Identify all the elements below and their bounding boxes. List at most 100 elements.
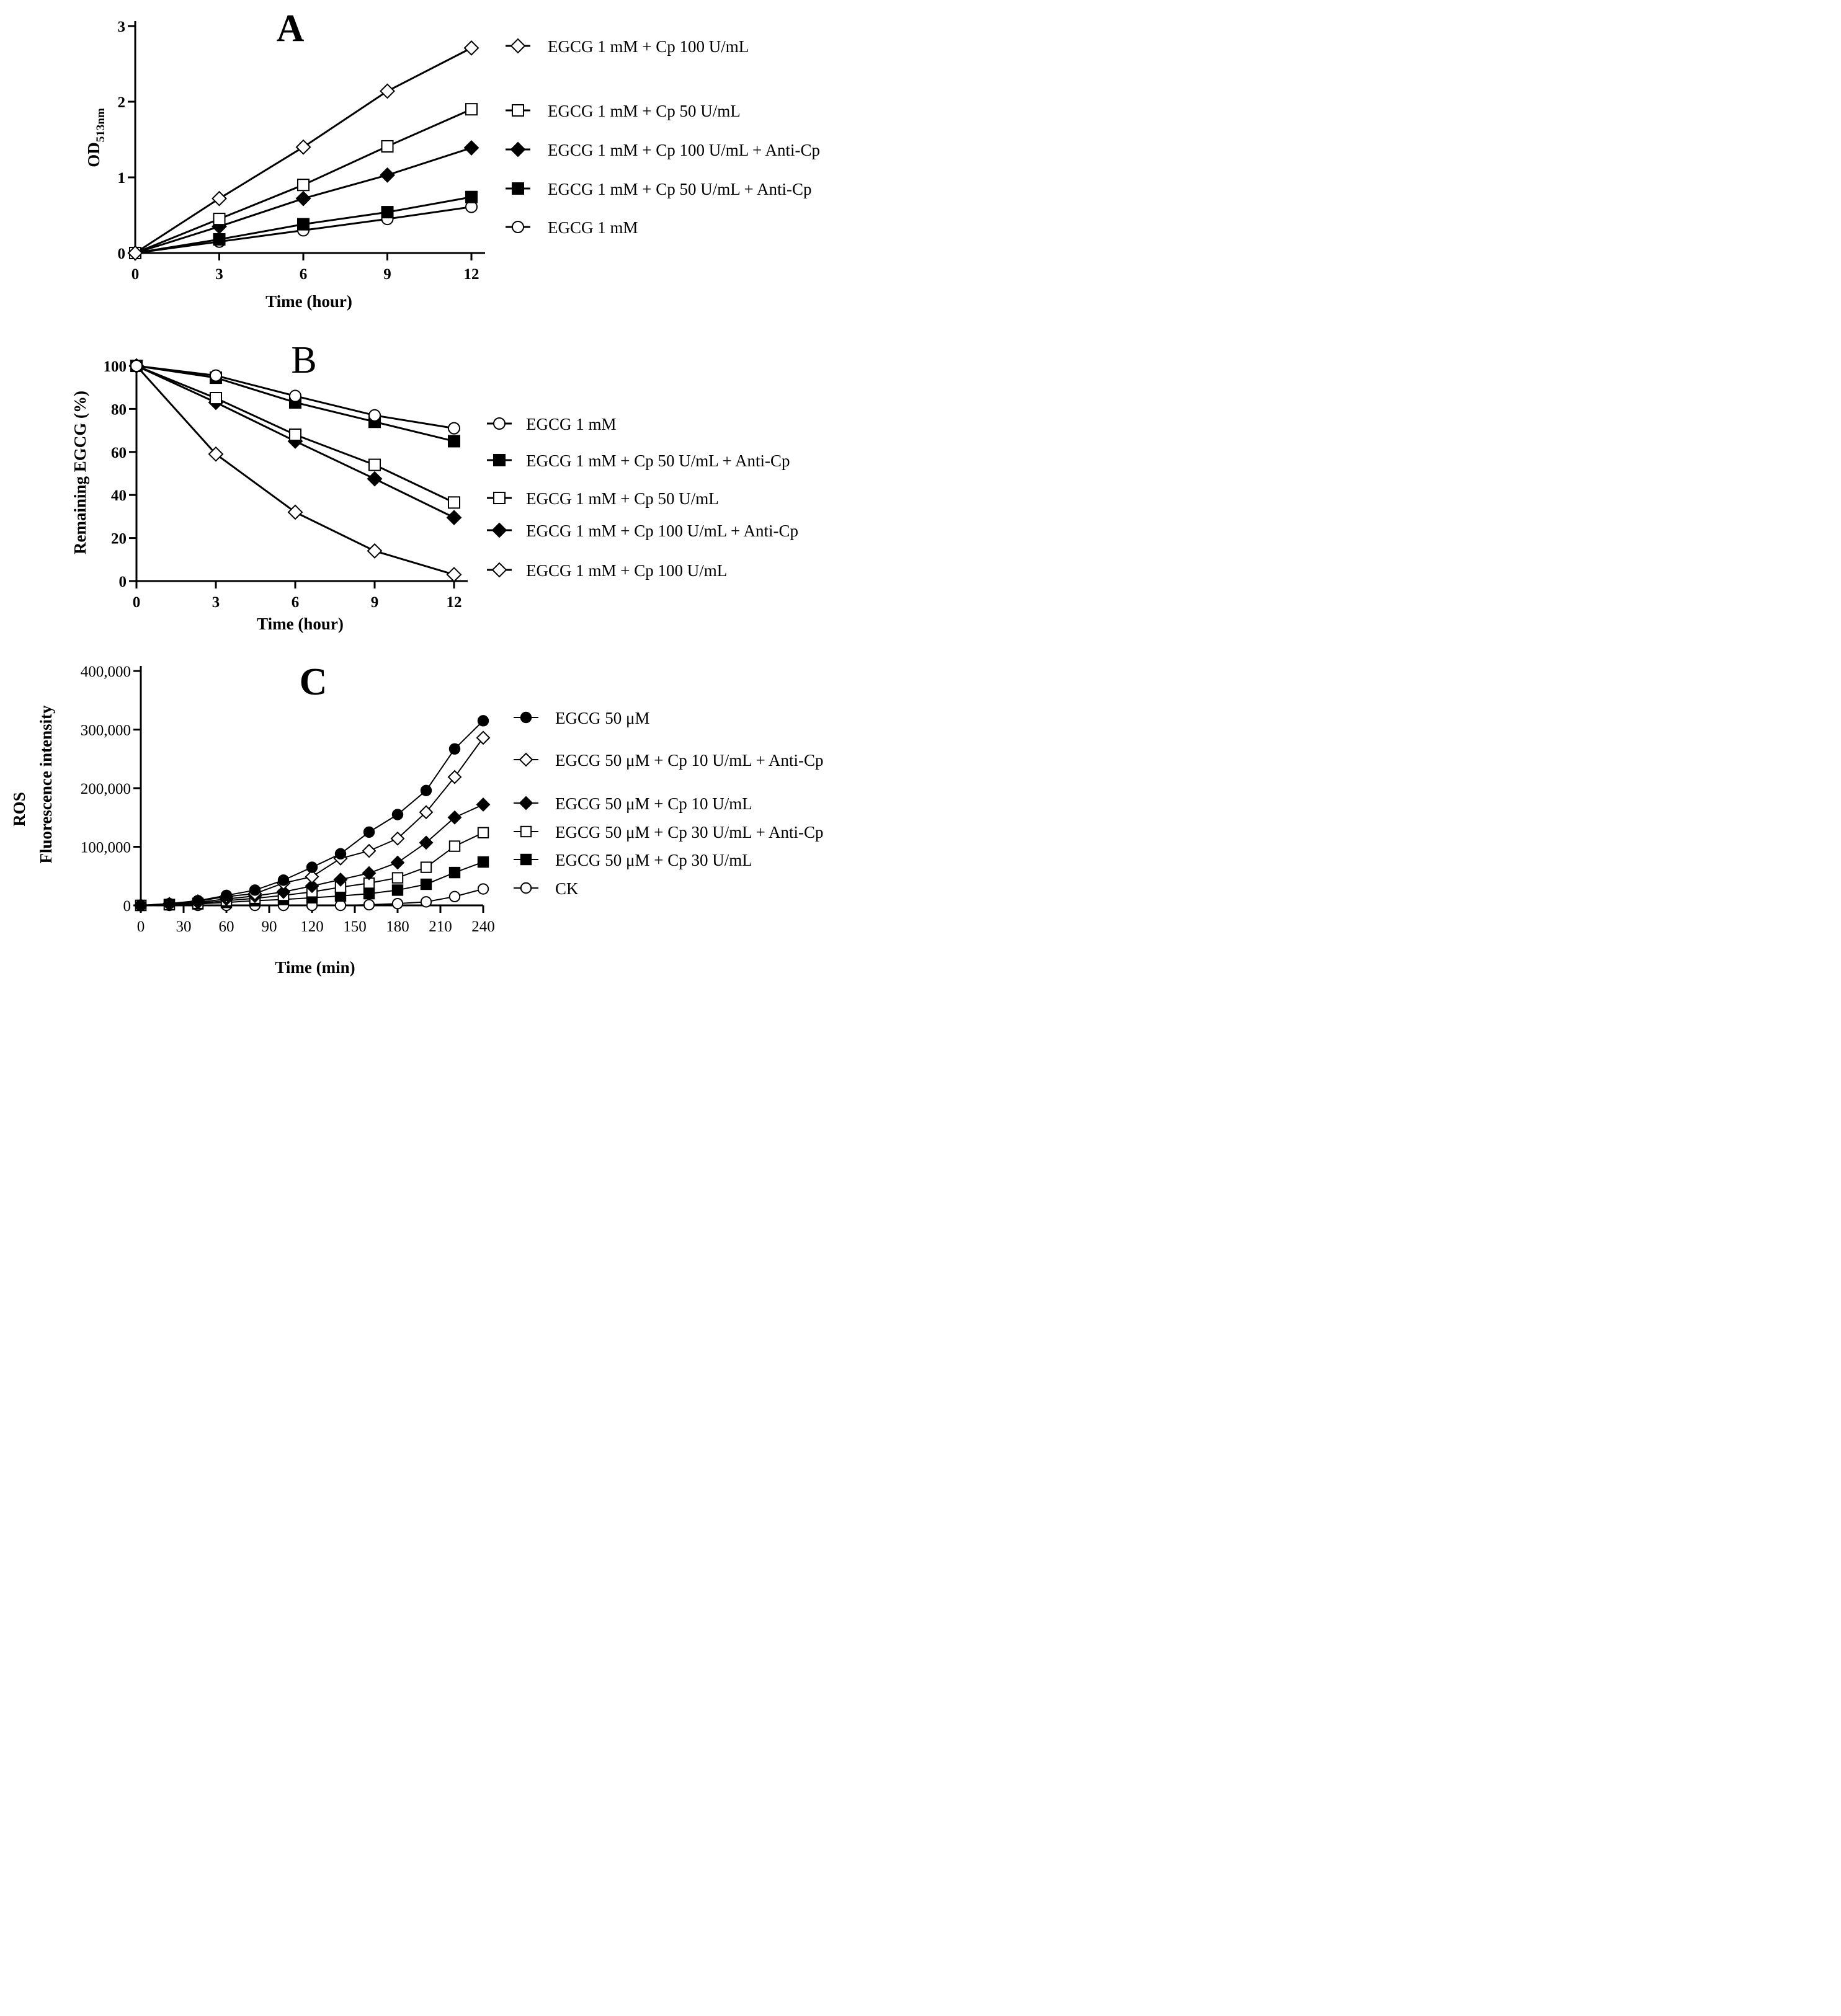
panel-c-y-axis-title-line1: ROS: [10, 792, 29, 827]
panel-a-data-point-s3: [465, 190, 478, 203]
panel-c-data-point-s5: [363, 899, 375, 911]
panel-a-legend-swatch-marker: [511, 182, 525, 195]
panel-b-legend-item-2: EGCG 1 mM + Cp 50 U/mL: [487, 489, 719, 508]
panel-b-y-tick-label: 60: [111, 445, 127, 461]
panel-a-x-tick-label: 9: [383, 266, 391, 283]
panel-a-legend-label: EGCG 1 mM: [548, 218, 638, 237]
panel-b-data-point-s2: [288, 429, 302, 442]
panel-c-legend-item-3: EGCG 50 μM + Cp 30 U/mL + Anti-Cp: [514, 823, 823, 841]
panel-b-x-tick-label: 3: [212, 594, 220, 611]
panel-b-data-point-s3: [367, 471, 383, 487]
panel-b-legend: EGCG 1 mM EGCG 1 mM + Cp 50 U/mL + Anti-C…: [487, 415, 798, 580]
panel-a-data-point-s3: [213, 233, 226, 246]
panel-a-data-point-s0: [380, 83, 395, 99]
panel-a-data-point-s1: [465, 103, 478, 116]
panel-c-y-tick-label: 100,000: [81, 840, 131, 856]
panel-c-legend-swatch-marker: [520, 882, 532, 894]
panel-b-legend-item-1: EGCG 1 mM + Cp 50 U/mL + Anti-Cp: [487, 451, 790, 470]
panel-a-x-tick-label: 6: [300, 266, 308, 283]
panel-b-legend-swatch-marker: [491, 562, 507, 578]
panel-c-data-point-s2: [419, 835, 434, 850]
panel-c-x-tick-label: 0: [137, 918, 145, 935]
panel-c-data-point-s4: [448, 866, 461, 879]
panel-b-data-point-s4: [367, 543, 383, 559]
panel-c-data-point-s0: [334, 848, 347, 860]
panel-c-y-axis-title-line2: Fluorescence intensity: [37, 705, 55, 864]
panel-c-legend-item-2: EGCG 50 μM + Cp 10 U/mL: [514, 794, 752, 813]
panel-c-legend-swatch-marker: [520, 825, 532, 838]
panel-b-x-tick-label: 12: [447, 594, 462, 611]
panel-c-legend-item-0: EGCG 50 μM: [514, 709, 649, 727]
panel-a-data-point-s3: [381, 206, 394, 219]
panel-c-data-point-s2: [390, 855, 405, 870]
panel-a-x-axis-title: Time (hour): [265, 292, 352, 311]
panel-b-data-point-s2: [447, 496, 461, 509]
panel-a-legend-swatch-marker: [511, 104, 525, 117]
panel-c-data-point-s4: [420, 878, 432, 890]
panel-c-data-point-s0: [192, 895, 204, 907]
panel-c-x-tick-label: 180: [386, 918, 409, 935]
panel-c-data-point-s0: [363, 826, 375, 838]
panel-a-y-tick-label: 0: [118, 246, 126, 262]
panel-c-data-point-s3: [420, 861, 432, 873]
panel-c-x-tick-label: 90: [262, 918, 277, 935]
panel-b-legend-label: EGCG 1 mM + Cp 100 U/mL + Anti-Cp: [526, 522, 798, 540]
panel-b-legend-item-3: EGCG 1 mM + Cp 100 U/mL + Anti-Cp: [487, 522, 798, 540]
panel-c-data-point-s3: [448, 840, 461, 852]
panel-b-data-point-s2: [368, 458, 381, 471]
figure-canvas: A Time (hour) OD513nm 0 12 30 3 6 9 12 EGCG 1 …: [10, 7, 823, 977]
panel-c-y-tick-label: 0: [123, 898, 132, 915]
panel-c-data-point-s1: [476, 730, 491, 745]
panel-c-x-tick-label: 60: [219, 918, 234, 935]
panel-c-data-point-s2: [333, 873, 348, 887]
panel-c-data-point-s4: [477, 856, 489, 868]
panel-c-legend-item-5: CK: [514, 879, 579, 898]
panel-c-data-point-s5: [448, 890, 461, 903]
panel-b-legend-item-4: EGCG 1 mM + Cp 100 U/mL: [487, 561, 727, 580]
panel-c-data-point-s0: [249, 884, 261, 896]
panel-a-data-point-s0: [463, 40, 479, 56]
panel-c-legend-label: EGCG 50 μM + Cp 30 U/mL + Anti-Cp: [555, 823, 823, 841]
panel-b-legend-label: EGCG 1 mM + Cp 100 U/mL: [526, 561, 727, 580]
panel-b-letter: B: [291, 339, 316, 381]
panel-c-data-point-s2: [476, 797, 491, 812]
panel-b-legend-swatch-marker: [493, 453, 506, 467]
panel-c-y-tick-label: 200,000: [81, 781, 131, 797]
panel-b-axes: 0 20 40 60 80 100 0 3 6 9 12: [104, 358, 468, 611]
panel-c-data-point-s0: [306, 861, 318, 873]
panel-a-x-tick-label: 12: [464, 266, 479, 283]
panel-b-x-axis-title: Time (hour): [257, 615, 344, 633]
panel-c-x-tick-label: 30: [176, 918, 192, 935]
panel-c-legend-item-1: EGCG 50 μM + Cp 10 U/mL + Anti-Cp: [514, 751, 823, 770]
panel-a-letter: A: [277, 7, 305, 50]
panel-a-legend-item-0: EGCG 1 mM + Cp 100 U/mL: [506, 37, 749, 56]
panel-b-y-axis-title: Remaining EGCG (%): [71, 391, 89, 554]
panel-b: B Time (hour) Remaining EGCG (%) 0204060…: [71, 339, 798, 633]
panel-c-legend-label: EGCG 50 μM + Cp 10 U/mL + Anti-Cp: [555, 751, 823, 770]
panel-a-data-point-s1: [213, 213, 226, 226]
panel-a-legend: EGCG 1 mM + Cp 100 U/mL EGCG 1 mM + Cp 50…: [506, 37, 820, 237]
panel-c-data-point-s3: [477, 827, 489, 839]
panel-a-legend-swatch-marker: [510, 141, 526, 158]
panel-a-data-point-s1: [381, 140, 394, 153]
panel-a-data-point-s2: [380, 167, 395, 183]
panel-c-legend-swatch-marker: [519, 796, 533, 810]
panel-a-legend-item-2: EGCG 1 mM + Cp 100 U/mL + Anti-Cp: [506, 141, 820, 159]
panel-a-legend-swatch-marker: [510, 38, 526, 54]
panel-c-legend-swatch-marker: [519, 752, 533, 767]
panel-b-data-point-s4: [287, 504, 303, 520]
panel-b-data-point-s0: [447, 422, 461, 435]
panel-a-y-axis-title: OD513nm: [84, 108, 107, 167]
panel-c-data-point-s1: [419, 805, 434, 820]
panel-b-legend-swatch-marker: [491, 522, 507, 538]
panel-a-x-tick-label: 0: [132, 266, 140, 283]
panel-c-legend-item-4: EGCG 50 μM + Cp 30 U/mL: [514, 851, 752, 869]
panel-a-legend-label: EGCG 1 mM + Cp 50 U/mL: [548, 102, 741, 120]
panel-c-data-point-s0: [135, 899, 147, 912]
panel-c-data-point-s1: [447, 770, 462, 784]
panel-a-legend-item-1: EGCG 1 mM + Cp 50 U/mL: [506, 102, 741, 120]
panel-a-data-point-s1: [296, 179, 310, 192]
panel-a-data-point-s0: [295, 139, 311, 155]
panel-c-data-point-s5: [391, 897, 404, 910]
panel-c-x-tick-label: 120: [300, 918, 324, 935]
